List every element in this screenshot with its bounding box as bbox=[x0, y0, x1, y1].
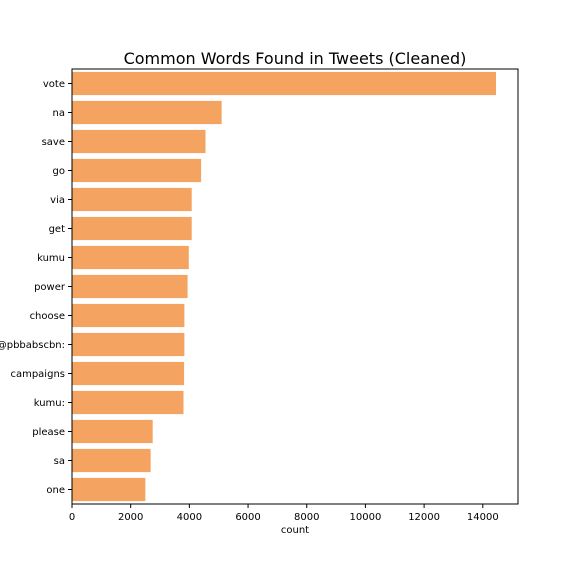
x-axis-ticks: 0 2000 4000 6000 8000 10000 12000 14000 bbox=[69, 504, 499, 523]
y-tick-label: kumu: bbox=[34, 398, 65, 409]
chart-title: Common Words Found in Tweets (Cleaned) bbox=[124, 49, 467, 68]
bar-campaigns bbox=[72, 361, 185, 386]
bar-vote bbox=[72, 71, 496, 96]
y-tick-label: kumu bbox=[37, 253, 65, 264]
x-tick-label: 4000 bbox=[177, 512, 202, 523]
y-tick-label: sa bbox=[54, 456, 65, 467]
bar-go bbox=[72, 158, 202, 183]
y-tick-label: @pbbabscbn: bbox=[0, 340, 65, 351]
bar-kumu bbox=[72, 245, 189, 270]
x-tick-label: 8000 bbox=[294, 512, 319, 523]
x-tick-label: 0 bbox=[69, 512, 75, 523]
bar-please bbox=[72, 419, 153, 444]
bar-power bbox=[72, 274, 188, 299]
bars-group bbox=[72, 71, 496, 502]
bar-na bbox=[72, 100, 222, 125]
y-tick-label: go bbox=[53, 166, 65, 177]
y-tick-label: via bbox=[50, 195, 65, 206]
x-tick-label: 6000 bbox=[235, 512, 260, 523]
x-axis-label: count bbox=[281, 525, 309, 536]
x-tick-label: 12000 bbox=[408, 512, 440, 523]
y-tick-label: one bbox=[46, 485, 65, 496]
bar-kumu bbox=[72, 390, 184, 415]
y-axis-ticks: vote na save go via get kumu power choose @pbbabs… bbox=[0, 79, 72, 496]
bar-one bbox=[72, 477, 146, 502]
y-tick-label: power bbox=[34, 282, 66, 293]
y-tick-label: get bbox=[49, 224, 66, 235]
bar-pbbabscbn bbox=[72, 332, 185, 357]
bar-sa bbox=[72, 448, 151, 473]
bar-choose bbox=[72, 303, 185, 328]
y-tick-label: campaigns bbox=[10, 369, 65, 380]
x-tick-label: 10000 bbox=[350, 512, 382, 523]
y-tick-label: please bbox=[32, 427, 65, 438]
x-tick-label: 2000 bbox=[118, 512, 143, 523]
y-tick-label: na bbox=[53, 108, 65, 119]
y-tick-label: vote bbox=[43, 79, 65, 90]
y-tick-label: choose bbox=[30, 311, 65, 322]
bar-get bbox=[72, 216, 192, 241]
bar-via bbox=[72, 187, 192, 212]
plot-frame bbox=[71, 68, 519, 505]
y-tick-label: save bbox=[42, 137, 65, 148]
x-tick-label: 14000 bbox=[467, 512, 499, 523]
bar-save bbox=[72, 129, 206, 154]
